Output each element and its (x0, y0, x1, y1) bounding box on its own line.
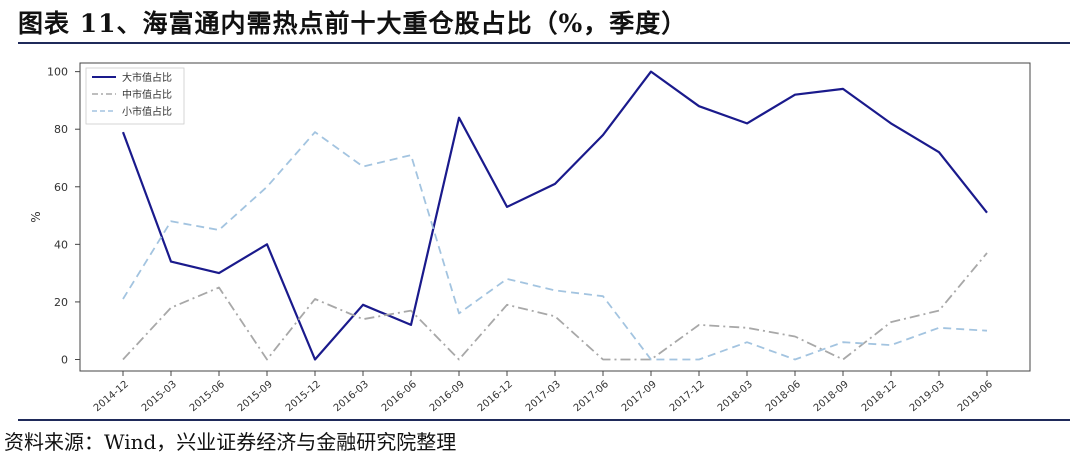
x-tick-label: 2016-09 (428, 379, 467, 414)
source-note: 资料来源：Wind，兴业证券经济与金融研究院整理 (4, 430, 457, 454)
x-tick-label: 2018-09 (812, 379, 851, 414)
title-divider (18, 42, 1070, 44)
x-tick-label: 2015-09 (236, 379, 275, 414)
x-tick-label: 2016-03 (332, 379, 371, 414)
source-divider (18, 419, 1070, 421)
x-tick-label: 2015-03 (140, 379, 179, 414)
x-tick-label: 2017-12 (668, 379, 707, 414)
series-lines (121, 70, 988, 361)
y-axis: 0 20 40 60 80 100 (47, 66, 80, 366)
y-tick-label: 0 (61, 353, 68, 366)
plot-frame (79, 62, 1031, 372)
x-tick-label: 2018-12 (860, 379, 899, 414)
x-tick-label: 2017-09 (620, 379, 659, 414)
x-tick-label: 2018-06 (764, 379, 803, 414)
y-tick-label: 60 (54, 181, 68, 194)
x-tick-label: 2017-06 (572, 379, 611, 414)
x-tick-label: 2015-06 (188, 379, 227, 414)
series-line-3 (122, 131, 988, 361)
x-tick-label: 2017-03 (524, 379, 563, 414)
x-tick-label: 2019-03 (908, 379, 947, 414)
x-axis: 2014-12 2015-03 2015-06 2015-09 2015-12 2016-… (92, 371, 995, 414)
legend-label: 中市值占比 (122, 88, 172, 101)
y-tick-label: 100 (47, 66, 68, 79)
legend-label: 大市值占比 (122, 71, 172, 84)
x-tick-label: 2018-03 (716, 379, 755, 414)
series-line-1 (121, 70, 988, 361)
y-tick-label: 40 (54, 238, 68, 251)
y-tick-label: 80 (54, 123, 68, 136)
x-tick-label: 2016-12 (476, 379, 515, 414)
x-tick-label: 2014-12 (92, 379, 131, 414)
x-tick-label: 2019-06 (956, 379, 995, 414)
x-tick-label: 2016-06 (380, 379, 419, 414)
legend-label: 小市值占比 (122, 105, 172, 118)
y-tick-label: 20 (54, 296, 68, 309)
y-axis-label: % (29, 211, 43, 222)
chart-title: 图表 11、海富通内需热点前十大重仓股占比（%，季度） (18, 9, 688, 38)
series-line-2 (122, 252, 988, 361)
x-tick-label: 2015-12 (284, 379, 323, 414)
